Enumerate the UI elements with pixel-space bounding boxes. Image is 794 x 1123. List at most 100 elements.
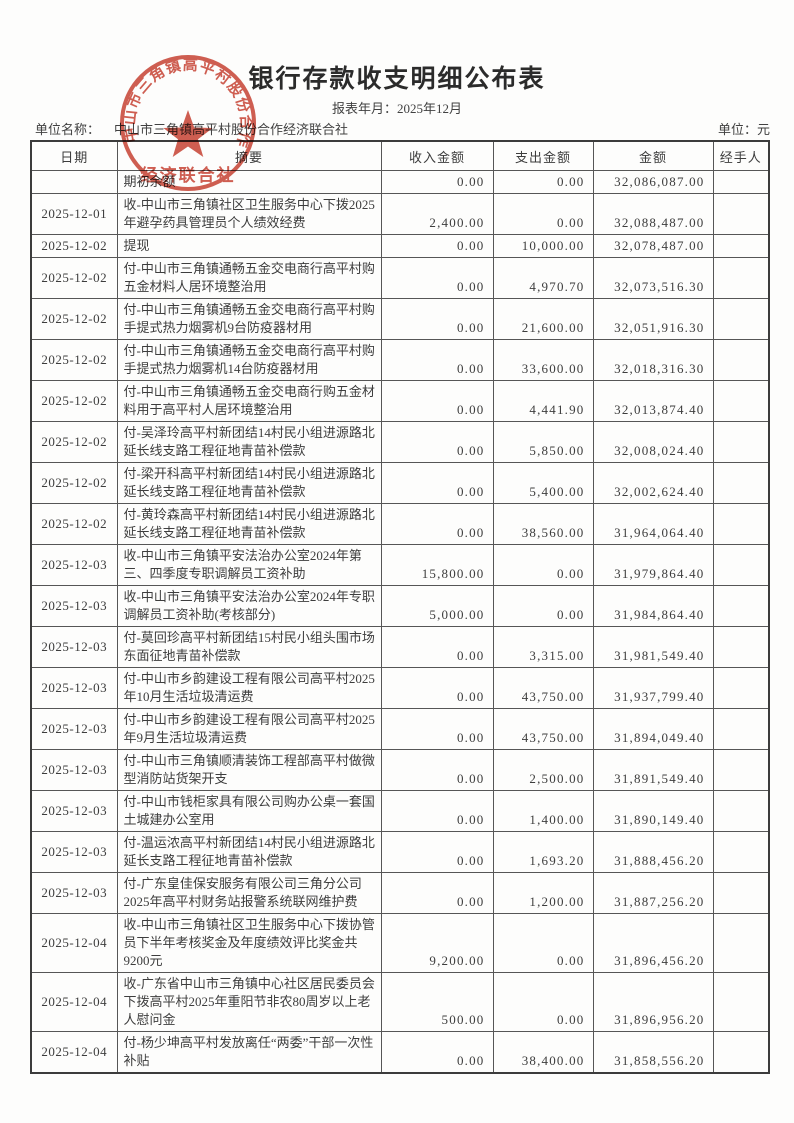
table-row: 2025-12-02 提现 0.00 10,000.00 32,078,487.00	[30, 234, 770, 258]
column-header: 日期	[30, 140, 118, 171]
handler-cell	[712, 585, 770, 627]
handler-cell	[712, 339, 770, 381]
date-cell: 2025-12-02	[30, 421, 118, 463]
currency-unit-line: 单位：元	[718, 119, 770, 138]
table-row: 2025-12-03 付-广东皇佳保安服务有限公司三角分公司2025年高平村财务站…	[30, 872, 770, 914]
handler-cell	[712, 626, 770, 668]
table-row: 2025-12-02 付-梁开科高平村新团结14村民小组进源路北延长线支路工程征地…	[30, 462, 770, 504]
date-cell: 2025-12-04	[30, 1031, 118, 1074]
income-cell: 0.00	[380, 1031, 494, 1074]
expense-cell: 5,400.00	[492, 462, 594, 504]
handler-cell	[712, 667, 770, 709]
summary-cell: 收-中山市三角镇平安法治办公室2024年第三、四季度专职调解员工资补助	[116, 544, 382, 586]
balance-cell: 31,964,064.40	[592, 503, 714, 545]
income-cell: 5,000.00	[380, 585, 494, 627]
balance-cell: 32,051,916.30	[592, 298, 714, 340]
balance-cell: 32,088,487.00	[592, 193, 714, 235]
table-row: 2025-12-03 付-中山市乡韵建设工程有限公司高平村2025年10月生活垃圾…	[30, 667, 770, 709]
balance-cell: 32,008,024.40	[592, 421, 714, 463]
table-row: 2025-12-04 收-中山市三角镇社区卫生服务中心下拨协管员下半年考核奖金及年…	[30, 913, 770, 973]
expense-cell: 38,400.00	[492, 1031, 594, 1074]
balance-cell: 31,937,799.40	[592, 667, 714, 709]
handler-cell	[712, 972, 770, 1032]
expense-cell: 0.00	[492, 544, 594, 586]
summary-cell: 付-黄玲森高平村新团结14村民小组进源路北延长线支路工程征地青苗补偿款	[116, 503, 382, 545]
column-header: 金额	[592, 140, 714, 171]
income-cell: 0.00	[380, 462, 494, 504]
unit-name-line: 单位名称： 中山市三角镇高平村股份合作经济联合社	[35, 119, 348, 138]
table-row: 2025-12-04 付-杨少坤高平村发放离任“两委”干部一次性补贴 0.00 38,…	[30, 1031, 770, 1074]
balance-cell: 31,896,456.20	[592, 913, 714, 973]
bank-ledger-table: 日期 摘要 收入金额 支出金额 金额 经手人 期初余额 0.00 0.00 32,086,087…	[30, 140, 770, 1074]
table-row: 2025-12-03 付-温运浓高平村新团结14村民小组进源路北延长支路工程征地青…	[30, 831, 770, 873]
table-row: 2025-12-02 付-中山市三角镇通畅五金交电商行购五金材料用于高平村人居环境…	[30, 380, 770, 422]
date-cell: 2025-12-03	[30, 585, 118, 627]
table-row: 2025-12-01 收-中山市三角镇社区卫生服务中心下拨2025年避孕药具管理员…	[30, 193, 770, 235]
table-row: 2025-12-03 付-莫回珍高平村新团结15村民小组头围市场东面征地青苗补偿款…	[30, 626, 770, 668]
table-row: 2025-12-02 付-中山市三角镇通畅五金交电商行高平村购五金材料人居环境整治…	[30, 257, 770, 299]
handler-cell	[712, 544, 770, 586]
date-cell: 2025-12-04	[30, 913, 118, 973]
table-row: 2025-12-03 付-中山市乡韵建设工程有限公司高平村2025年9月生活垃圾清…	[30, 708, 770, 750]
expense-cell: 21,600.00	[492, 298, 594, 340]
handler-cell	[712, 421, 770, 463]
table-row: 2025-12-03 付-中山市钱柜家具有限公司购办公桌一套国土城建办公室用 0.0…	[30, 790, 770, 832]
summary-cell: 提现	[116, 234, 382, 258]
expense-cell: 1,693.20	[492, 831, 594, 873]
table-header-row: 日期 摘要 收入金额 支出金额 金额 经手人	[30, 140, 770, 171]
balance-cell: 31,984,864.40	[592, 585, 714, 627]
expense-cell: 2,500.00	[492, 749, 594, 791]
handler-cell	[712, 503, 770, 545]
income-cell: 0.00	[380, 708, 494, 750]
date-cell	[30, 170, 118, 194]
summary-cell: 收-中山市三角镇社区卫生服务中心下拨协管员下半年考核奖金及年度绩效评比奖金共92…	[116, 913, 382, 973]
table-row: 2025-12-03 收-中山市三角镇平安法治办公室2024年第三、四季度专职调解…	[30, 544, 770, 586]
table-row: 2025-12-03 收-中山市三角镇平安法治办公室2024年专职调解员工资补助(…	[30, 585, 770, 627]
expense-cell: 5,850.00	[492, 421, 594, 463]
balance-cell: 31,896,956.20	[592, 972, 714, 1032]
handler-cell	[712, 790, 770, 832]
handler-cell	[712, 193, 770, 235]
date-cell: 2025-12-02	[30, 339, 118, 381]
date-cell: 2025-12-03	[30, 667, 118, 709]
handler-cell	[712, 380, 770, 422]
summary-cell: 收-广东省中山市三角镇中心社区居民委员会下拨高平村2025年重阳节非农80周岁以…	[116, 972, 382, 1032]
summary-cell: 付-杨少坤高平村发放离任“两委”干部一次性补贴	[116, 1031, 382, 1074]
balance-cell: 31,981,549.40	[592, 626, 714, 668]
income-cell: 0.00	[380, 831, 494, 873]
income-cell: 0.00	[380, 298, 494, 340]
expense-cell: 0.00	[492, 170, 594, 194]
expense-cell: 38,560.00	[492, 503, 594, 545]
balance-cell: 31,887,256.20	[592, 872, 714, 914]
summary-cell: 付-中山市三角镇顺清装饰工程部高平村做微型消防站货架开支	[116, 749, 382, 791]
expense-cell: 10,000.00	[492, 234, 594, 258]
expense-cell: 43,750.00	[492, 708, 594, 750]
handler-cell	[712, 234, 770, 258]
income-cell: 0.00	[380, 872, 494, 914]
date-cell: 2025-12-02	[30, 380, 118, 422]
report-period-value: 2025年12月	[397, 101, 463, 116]
handler-cell	[712, 170, 770, 194]
date-cell: 2025-12-03	[30, 626, 118, 668]
expense-cell: 0.00	[492, 585, 594, 627]
date-cell: 2025-12-04	[30, 972, 118, 1032]
column-header: 支出金额	[492, 140, 594, 171]
income-cell: 0.00	[380, 749, 494, 791]
column-header: 收入金额	[380, 140, 494, 171]
balance-cell: 32,086,087.00	[592, 170, 714, 194]
income-cell: 0.00	[380, 380, 494, 422]
handler-cell	[712, 749, 770, 791]
date-cell: 2025-12-02	[30, 234, 118, 258]
unit-name-label: 单位名称：	[35, 122, 101, 137]
table-row: 2025-12-02 付-黄玲森高平村新团结14村民小组进源路北延长线支路工程征地…	[30, 503, 770, 545]
handler-cell	[712, 1031, 770, 1074]
summary-cell: 付-中山市三角镇通畅五金交电商行购五金材料用于高平村人居环境整治用	[116, 380, 382, 422]
income-cell: 0.00	[380, 667, 494, 709]
balance-cell: 31,890,149.40	[592, 790, 714, 832]
date-cell: 2025-12-03	[30, 872, 118, 914]
income-cell: 0.00	[380, 170, 494, 194]
income-cell: 0.00	[380, 421, 494, 463]
balance-cell: 31,894,049.40	[592, 708, 714, 750]
date-cell: 2025-12-03	[30, 544, 118, 586]
handler-cell	[712, 831, 770, 873]
